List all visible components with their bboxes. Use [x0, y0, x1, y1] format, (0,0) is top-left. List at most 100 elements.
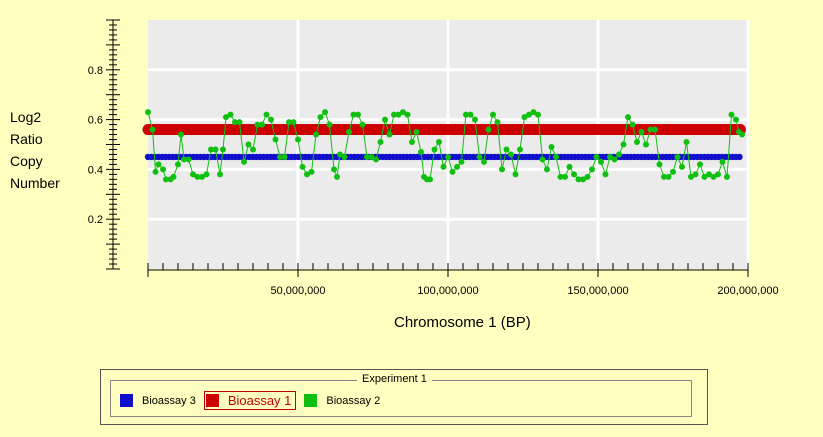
bioassay-2-point: [181, 156, 187, 163]
legend-item-bioassay-2[interactable]: Bioassay 2: [304, 394, 380, 407]
bioassay-2-point: [190, 171, 196, 178]
bioassay-2-point: [674, 153, 681, 160]
bioassay-2-point: [250, 146, 256, 153]
bioassay-2-point: [145, 109, 151, 116]
bioassay-2-point: [227, 111, 234, 118]
bioassay-2-point: [232, 119, 238, 126]
bioassay-2-point: [521, 114, 528, 121]
legend-label: Bioassay 3: [142, 394, 196, 407]
bioassay-2-point: [643, 141, 649, 148]
bioassay-2-point: [706, 171, 712, 178]
bioassay-2-point: [155, 161, 162, 168]
bioassay-2-point: [400, 109, 406, 116]
bioassay-2-point: [548, 143, 555, 150]
bioassay-2-point: [322, 109, 328, 116]
bioassay-2-point: [308, 168, 315, 175]
bioassay-2-point: [299, 163, 306, 170]
bioassay-2-point: [149, 126, 156, 133]
bioassay-2-point: [647, 126, 654, 133]
bioassay-2-point: [571, 171, 577, 178]
bioassay-2-point: [611, 156, 618, 163]
bioassay-2-point: [739, 131, 745, 138]
bioassay-2-point: [373, 156, 379, 163]
bioassay-2-point: [688, 173, 694, 180]
bioassay-2-point: [364, 153, 370, 160]
bioassay-2-point: [341, 153, 348, 160]
bioassay-2-point: [584, 173, 591, 180]
bioassay-2-point: [602, 171, 609, 178]
bioassay-2-point: [449, 168, 456, 175]
bioassay-2-point: [503, 146, 510, 153]
bioassay-2-point: [304, 171, 310, 178]
bioassay-2-point: [728, 111, 735, 118]
bioassay-2-point: [259, 121, 265, 128]
bioassay-2-point: [553, 153, 559, 160]
bioassay-2-point: [665, 173, 672, 180]
bioassay-2-point: [494, 119, 501, 126]
legend-frame: [100, 369, 708, 425]
bioassay-2-point: [719, 158, 726, 165]
bioassay-2-point: [217, 171, 223, 178]
bioassay-2-point: [386, 131, 393, 138]
bioassay-2-point: [178, 131, 184, 138]
legend-item-bioassay-1[interactable]: Bioassay 1: [203, 391, 297, 410]
bioassay-2-point: [223, 114, 229, 121]
bioassay-2-point: [458, 158, 465, 165]
bioassay-2-point: [208, 146, 214, 153]
bioassay-2-point: [472, 116, 478, 123]
y-tick-label: 0.6: [88, 115, 103, 127]
bioassay-2-point: [331, 166, 337, 173]
bioassay-2-point: [317, 114, 324, 121]
bioassay-2-point: [268, 116, 274, 123]
bioassay-2-point: [152, 168, 159, 175]
bioassay-2-point: [683, 139, 690, 146]
bioassay-2-point: [350, 111, 357, 118]
bioassay-2-point: [440, 163, 447, 170]
bioassay-2-point: [634, 139, 640, 146]
bioassay-2-point: [598, 158, 604, 165]
bioassay-2-point: [638, 129, 645, 136]
bioassay-2-point: [445, 153, 451, 160]
bioassay-2-point: [194, 173, 201, 180]
bioassay-2-point: [557, 173, 564, 180]
bioassay-2-point: [346, 129, 352, 136]
y-axis-label: Log2 Ratio Copy Number: [10, 109, 60, 191]
bioassay-2-point: [199, 173, 205, 180]
bioassay-2-point: [670, 168, 676, 175]
x-tick-label: 200,000,000: [717, 285, 778, 297]
bioassay-2-point: [409, 139, 415, 146]
bioassay-2-point: [212, 146, 219, 153]
bioassay-2-point: [656, 161, 663, 168]
bioassay-2-point: [295, 136, 301, 143]
bioassay-2-point: [404, 111, 411, 118]
bioassay-2-point: [286, 119, 292, 126]
bioassay-2-point: [530, 109, 537, 116]
x-tick-label: 100,000,000: [417, 285, 478, 297]
bioassay-2-point: [463, 111, 469, 118]
legend-item-bioassay-3[interactable]: Bioassay 3: [120, 394, 196, 407]
bioassay-2-point: [272, 136, 279, 143]
bioassay-2-point: [337, 151, 343, 158]
bioassay-2-point: [692, 171, 699, 178]
x-tick-label: 50,000,000: [270, 285, 325, 297]
bioassay-2-point: [526, 111, 532, 118]
legend-label: Bioassay 2: [326, 394, 381, 407]
legend-swatch: [120, 394, 133, 407]
bioassay-2-point: [163, 176, 169, 183]
bioassay-2-point: [436, 139, 442, 146]
legend-items: Bioassay 3 Bioassay 1 Bioassay 2: [120, 391, 388, 410]
y-tick-label: 0.4: [88, 164, 103, 176]
bioassay-2-point: [382, 116, 388, 123]
bioassay-3-point: [736, 153, 743, 161]
bioassay-2-point: [661, 173, 667, 180]
bioassay-2-point: [724, 173, 730, 180]
bioassay-2-point: [254, 121, 261, 128]
bioassay-2-point: [467, 111, 474, 118]
bioassay-2-point: [418, 148, 424, 155]
bioassay-2-point: [580, 176, 586, 183]
bioassay-2-point: [607, 153, 613, 160]
bioassay-2-point: [203, 171, 210, 178]
bioassay-2-point: [697, 161, 703, 168]
bioassay-2-point: [263, 111, 270, 118]
